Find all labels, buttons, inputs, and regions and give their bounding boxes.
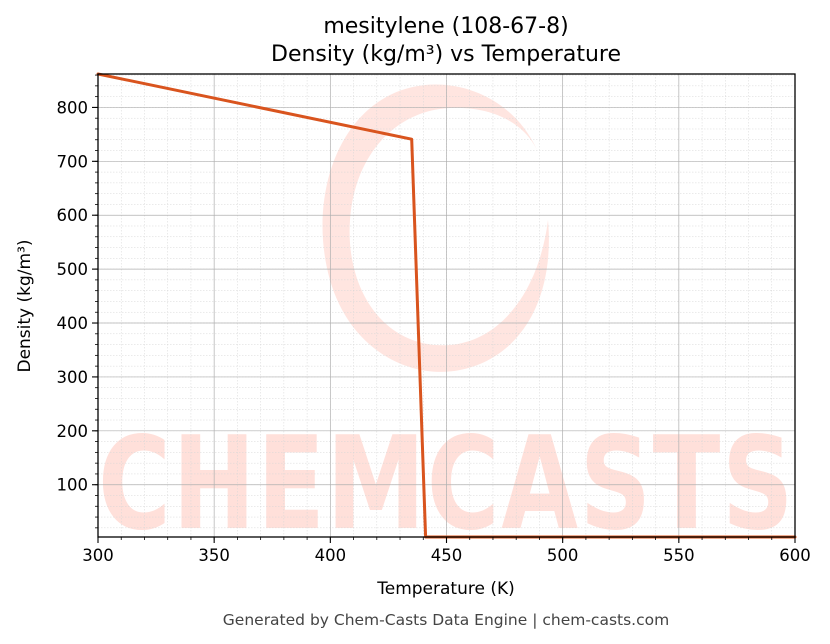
major-grid (97, 74, 796, 537)
y-tick-label: 800 (57, 98, 89, 117)
footer-credit: Generated by Chem-Casts Data Engine | ch… (223, 611, 669, 629)
x-tick-label: 550 (663, 546, 695, 565)
x-axis-label: Temperature (K) (376, 579, 515, 599)
y-axis-label: Density (kg/m³) (15, 239, 35, 372)
x-tick-label: 500 (547, 546, 579, 565)
y-tick-label: 400 (57, 314, 89, 333)
y-tick-label: 600 (57, 206, 89, 225)
y-tick-label: 300 (57, 368, 89, 387)
axis-ticks (92, 74, 796, 543)
y-tick-label: 500 (57, 260, 89, 279)
x-tick-label: 450 (431, 546, 463, 565)
y-tick-labels: 100 200 300 400 500 600 700 800 (57, 98, 89, 494)
x-tick-labels: 300 350 400 450 500 550 600 (82, 546, 811, 565)
x-tick-label: 300 (82, 546, 114, 565)
y-tick-label: 200 (57, 422, 89, 441)
y-tick-label: 700 (57, 152, 89, 171)
x-tick-label: 350 (198, 546, 230, 565)
x-tick-label: 400 (315, 546, 347, 565)
chart-title: mesitylene (108-67-8) (323, 14, 568, 39)
x-tick-label: 600 (779, 546, 811, 565)
y-tick-label: 100 (57, 476, 89, 495)
chart-subtitle: Density (kg/m³) vs Temperature (271, 42, 621, 67)
